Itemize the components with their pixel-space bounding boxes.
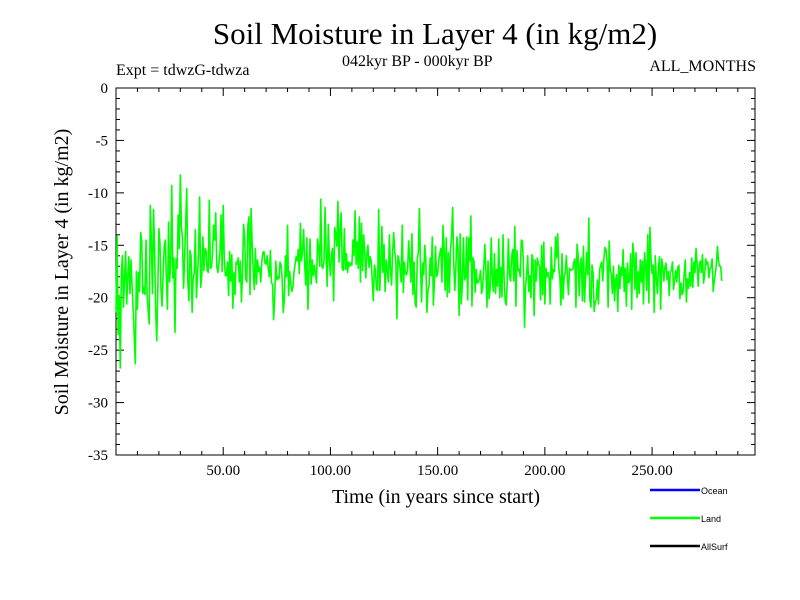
y-tick-label: -20 <box>88 291 108 307</box>
chart-subtitle: 042kyr BP - 000kyr BP <box>342 53 493 70</box>
x-tick-label: 100.00 <box>310 463 351 479</box>
legend-label-land: Land <box>701 514 721 524</box>
y-tick-label: -25 <box>88 343 108 359</box>
y-tick-label: -30 <box>88 396 108 412</box>
y-axis-ticks: 0 -5 -10 -15 -20 -25 -30 -35 <box>88 81 755 464</box>
land-series-line <box>115 174 723 369</box>
y-tick-label: -15 <box>88 238 108 254</box>
x-axis-label: Time (in years since start) <box>332 486 540 508</box>
x-tick-label: 200.00 <box>524 463 565 479</box>
chart-title: Soil Moisture in Layer 4 (in kg/m2) <box>212 16 658 51</box>
x-axis-ticks: 50.00 100.00 150.00 200.00 250.00 <box>136 88 739 479</box>
x-tick-label: 150.00 <box>417 463 458 479</box>
x-tick-label: 50.00 <box>206 463 240 479</box>
legend-label-ocean: Ocean <box>701 486 728 496</box>
x-tick-label: 250.00 <box>631 463 672 479</box>
y-tick-label: -10 <box>88 186 108 202</box>
y-tick-label: -5 <box>96 133 109 149</box>
experiment-label: Expt = tdwzG-tdwza <box>116 62 250 79</box>
y-axis-label: Soil Moisture in Layer 4 (in kg/m2) <box>51 129 73 416</box>
period-label: ALL_MONTHS <box>649 58 756 75</box>
y-tick-label: -35 <box>88 448 108 464</box>
legend: Ocean Land AllSurf <box>650 486 728 552</box>
y-tick-label: 0 <box>101 81 109 97</box>
legend-label-allsurf: AllSurf <box>701 542 728 552</box>
